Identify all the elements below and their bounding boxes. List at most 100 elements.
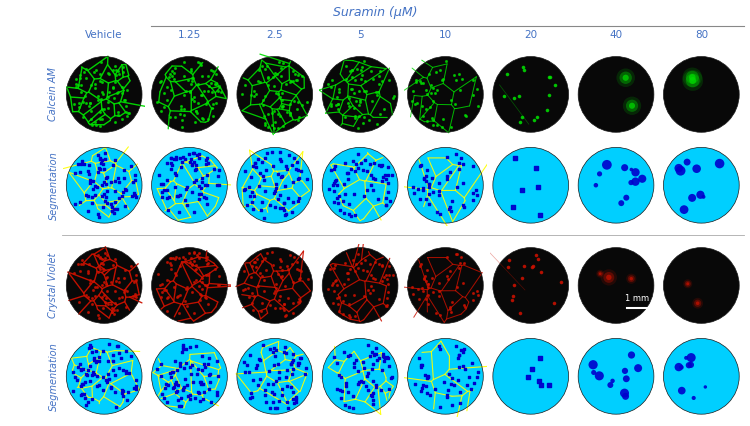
Point	[271, 405, 283, 412]
Point	[509, 154, 520, 161]
Point	[355, 259, 367, 266]
Point	[192, 389, 204, 395]
Point	[420, 296, 432, 303]
Point	[110, 256, 122, 263]
Point	[102, 94, 114, 101]
Point	[381, 295, 393, 302]
Point	[382, 180, 394, 187]
Point	[470, 187, 482, 193]
Point	[121, 86, 133, 93]
Point	[98, 178, 110, 185]
Point	[165, 166, 177, 173]
Point	[467, 162, 479, 169]
Point	[349, 212, 361, 219]
Point	[373, 261, 385, 268]
Point	[188, 209, 200, 216]
Point	[359, 157, 371, 164]
Circle shape	[684, 356, 688, 360]
Point	[209, 166, 220, 173]
Point	[74, 75, 86, 82]
Point	[206, 105, 218, 112]
Point	[167, 368, 179, 375]
Point	[116, 293, 128, 300]
Point	[201, 99, 213, 106]
Point	[280, 108, 292, 115]
Point	[121, 113, 133, 120]
Point	[184, 255, 196, 262]
Point	[274, 156, 286, 163]
Point	[91, 284, 103, 291]
Point	[215, 89, 227, 96]
Point	[110, 67, 122, 74]
Point	[556, 278, 568, 285]
Point	[257, 342, 269, 349]
Point	[364, 272, 376, 279]
Point	[110, 89, 122, 96]
Point	[326, 77, 338, 83]
Point	[377, 173, 389, 180]
Point	[268, 345, 280, 352]
Point	[96, 256, 108, 263]
Point	[332, 194, 344, 201]
Point	[130, 276, 142, 283]
Point	[414, 78, 426, 84]
Point	[370, 121, 382, 127]
Point	[440, 273, 452, 280]
Point	[164, 87, 176, 94]
Point	[383, 386, 395, 392]
Point	[88, 183, 101, 190]
Point	[290, 395, 302, 402]
Point	[166, 369, 178, 376]
Point	[170, 172, 182, 179]
Circle shape	[626, 273, 637, 284]
Point	[364, 260, 376, 267]
Point	[427, 122, 439, 129]
Point	[346, 86, 358, 93]
Point	[163, 193, 175, 200]
Point	[267, 162, 279, 169]
Point	[128, 385, 140, 392]
Point	[361, 372, 373, 379]
Point	[277, 102, 289, 109]
Point	[352, 264, 364, 271]
Point	[251, 365, 262, 372]
Point	[376, 262, 388, 269]
Point	[374, 67, 386, 74]
Point	[262, 75, 274, 82]
Point	[80, 292, 92, 299]
Point	[106, 308, 118, 315]
Point	[82, 308, 94, 315]
Point	[101, 252, 113, 259]
Point	[441, 253, 453, 260]
Point	[294, 275, 306, 282]
Point	[110, 177, 122, 184]
Circle shape	[591, 370, 596, 375]
Circle shape	[632, 168, 640, 176]
Point	[422, 389, 434, 396]
Point	[382, 171, 394, 178]
Point	[284, 251, 296, 258]
Point	[158, 89, 170, 96]
Point	[535, 382, 547, 389]
Point	[160, 187, 172, 193]
Point	[203, 83, 215, 89]
Point	[259, 288, 271, 295]
Point	[158, 186, 170, 193]
Point	[248, 259, 260, 266]
Point	[434, 67, 446, 74]
Point	[111, 206, 123, 213]
Point	[98, 299, 110, 305]
Point	[430, 208, 442, 215]
Point	[465, 386, 477, 393]
Point	[420, 177, 432, 184]
Point	[184, 89, 196, 95]
Point	[95, 58, 107, 65]
Point	[331, 282, 343, 288]
Point	[116, 84, 128, 91]
Text: Segmentation: Segmentation	[49, 342, 58, 411]
Point	[185, 162, 197, 169]
Point	[74, 268, 86, 275]
Circle shape	[685, 281, 691, 287]
Point	[535, 354, 547, 361]
Point	[420, 106, 432, 113]
